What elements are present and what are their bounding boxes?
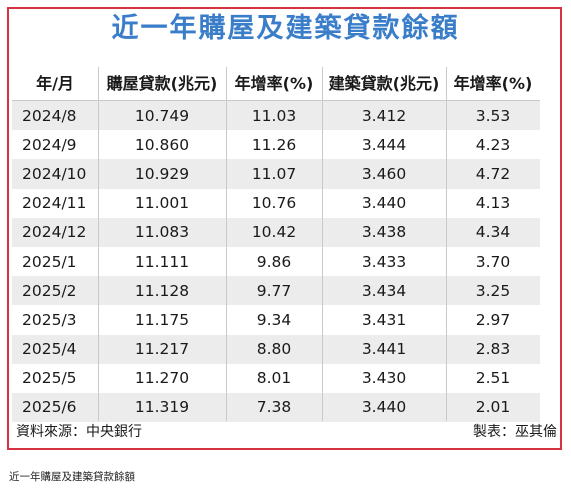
image-caption: 近一年購屋及建築貸款餘額 <box>9 471 135 483</box>
cell-construction-growth: 3.25 <box>475 281 511 300</box>
chart-title: 近一年購屋及建築貸款餘額 <box>111 13 460 44</box>
cell-mortgage-growth: 10.42 <box>251 223 297 242</box>
cell-construction-loans: 3.438 <box>361 223 407 242</box>
cell-construction-loans: 3.440 <box>361 398 407 417</box>
table-header-row: 年/月 購屋貸款(兆元) 年增率(%) 建築貸款(兆元) 年增率(%) <box>12 67 540 101</box>
cell-month: 2025/3 <box>22 310 77 329</box>
column-divider <box>322 67 323 421</box>
header-mortgage-growth: 年增率(%) <box>234 73 314 93</box>
cell-construction-growth: 3.53 <box>475 106 511 125</box>
table-row: 2024/11 11.001 10.76 3.440 4.13 <box>12 189 540 218</box>
cell-construction-loans: 3.444 <box>361 135 407 154</box>
cell-mortgage-growth: 7.38 <box>256 398 292 417</box>
table-row: 2025/3 11.175 9.34 3.431 2.97 <box>12 305 540 334</box>
cell-construction-loans: 3.460 <box>361 164 407 183</box>
cell-mortgage-loans: 11.175 <box>134 310 190 329</box>
maker-note: 製表：巫其倫 <box>473 424 557 440</box>
cell-mortgage-loans: 11.319 <box>134 398 190 417</box>
cell-month: 2025/2 <box>22 281 77 300</box>
table-row: 2025/6 11.319 7.38 3.440 2.01 <box>12 392 540 423</box>
cell-construction-loans: 3.431 <box>361 310 407 329</box>
cell-construction-growth: 2.97 <box>475 310 511 329</box>
cell-construction-growth: 4.23 <box>475 135 511 154</box>
header-construction-growth: 年增率(%) <box>453 73 533 93</box>
cell-mortgage-loans: 11.083 <box>134 223 190 242</box>
cell-mortgage-growth: 10.76 <box>251 194 297 213</box>
cell-mortgage-loans: 11.128 <box>134 281 190 300</box>
table-row: 2025/5 11.270 8.01 3.430 2.51 <box>12 364 540 393</box>
column-divider <box>98 67 99 421</box>
table-row: 2024/8 10.749 11.03 3.412 3.53 <box>12 101 540 131</box>
table-row: 2025/4 11.217 8.80 3.441 2.83 <box>12 334 540 364</box>
cell-construction-loans: 3.430 <box>361 369 407 388</box>
cell-mortgage-growth: 8.01 <box>256 369 292 388</box>
cell-mortgage-growth: 11.07 <box>251 164 297 183</box>
cell-month: 2024/11 <box>22 194 87 213</box>
table-row: 2024/12 11.083 10.42 3.438 4.34 <box>12 217 540 247</box>
header-month: 年/月 <box>36 73 74 93</box>
table-row: 2025/1 11.111 9.86 3.433 3.70 <box>12 247 540 276</box>
cell-month: 2025/5 <box>22 369 77 388</box>
cell-month: 2024/10 <box>22 164 87 183</box>
cell-construction-loans: 3.441 <box>361 340 407 359</box>
column-divider <box>446 67 447 421</box>
column-divider <box>226 67 227 421</box>
table-row: 2025/2 11.128 9.77 3.434 3.25 <box>12 276 540 306</box>
cell-construction-growth: 2.01 <box>475 398 511 417</box>
table-row: 2024/9 10.860 11.26 3.444 4.23 <box>12 130 540 159</box>
cell-mortgage-growth: 11.03 <box>251 106 297 125</box>
cell-month: 2024/8 <box>22 106 77 125</box>
cell-construction-growth: 2.83 <box>475 340 511 359</box>
cell-month: 2025/6 <box>22 398 77 417</box>
cell-mortgage-loans: 11.001 <box>134 194 190 213</box>
cell-month: 2025/1 <box>22 252 77 271</box>
table-footer: 資料來源：中央銀行 製表：巫其倫 <box>12 422 559 444</box>
data-table: 年/月 購屋貸款(兆元) 年增率(%) 建築貸款(兆元) 年增率(%) 2024/8 10… <box>12 67 540 423</box>
cell-mortgage-growth: 9.34 <box>256 310 292 329</box>
cell-construction-loans: 3.440 <box>361 194 407 213</box>
cell-construction-growth: 2.51 <box>475 369 511 388</box>
cell-mortgage-loans: 11.217 <box>134 340 190 359</box>
cell-mortgage-growth: 9.77 <box>256 281 292 300</box>
header-mortgage-loans: 購屋貸款(兆元) <box>106 73 218 93</box>
cell-mortgage-growth: 9.86 <box>256 252 292 271</box>
cell-mortgage-loans: 11.270 <box>134 369 190 388</box>
cell-month: 2024/12 <box>22 223 87 242</box>
cell-month: 2025/4 <box>22 340 77 359</box>
cell-mortgage-growth: 11.26 <box>251 135 297 154</box>
cell-construction-loans: 3.433 <box>361 252 407 271</box>
cell-construction-loans: 3.412 <box>361 106 407 125</box>
cell-mortgage-loans: 10.860 <box>134 135 190 154</box>
cell-construction-growth: 3.70 <box>475 252 511 271</box>
cell-mortgage-growth: 8.80 <box>256 340 292 359</box>
cell-construction-loans: 3.434 <box>361 281 407 300</box>
cell-construction-growth: 4.34 <box>475 223 511 242</box>
cell-construction-growth: 4.13 <box>475 194 511 213</box>
cell-mortgage-loans: 11.111 <box>134 252 190 271</box>
cell-mortgage-loans: 10.749 <box>134 106 190 125</box>
cell-month: 2024/9 <box>22 135 77 154</box>
cell-mortgage-loans: 10.929 <box>134 164 190 183</box>
source-note: 資料來源：中央銀行 <box>16 424 142 440</box>
header-construction-loans: 建築貸款(兆元) <box>328 73 440 93</box>
cell-construction-growth: 4.72 <box>475 164 511 183</box>
table-row: 2024/10 10.929 11.07 3.460 4.72 <box>12 159 540 189</box>
